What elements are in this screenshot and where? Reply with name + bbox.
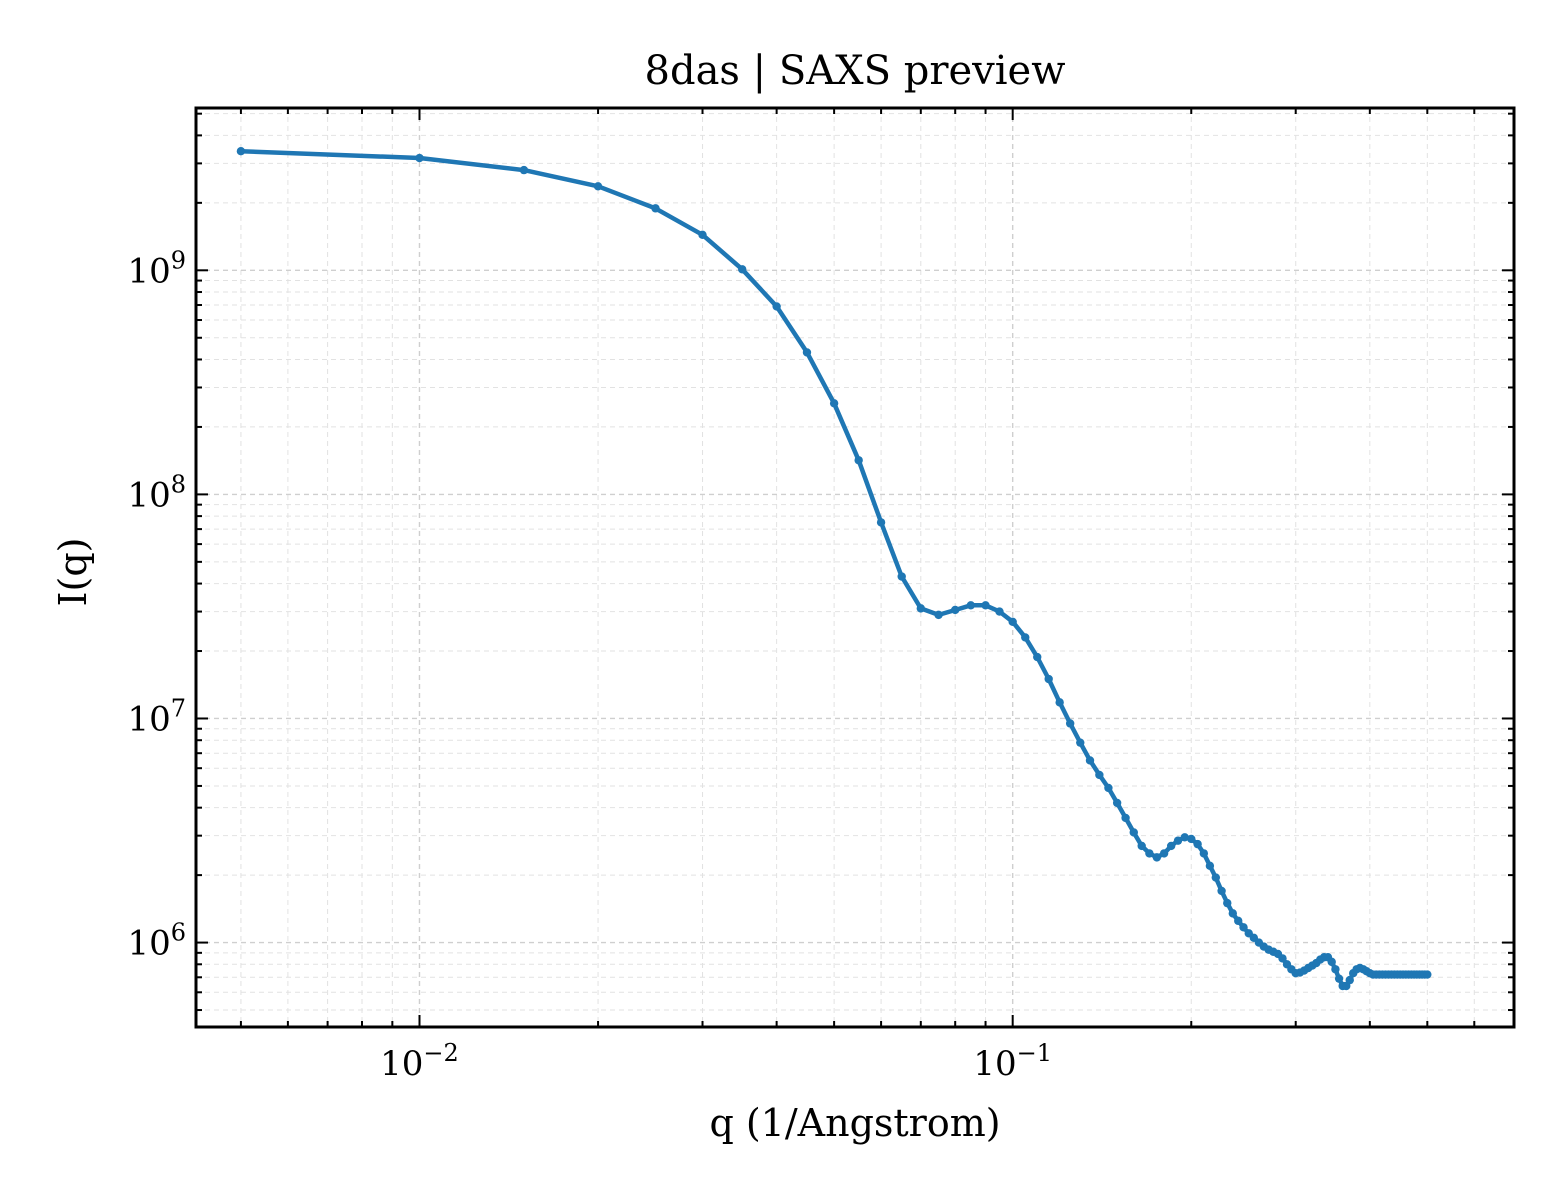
data-point [1331, 965, 1340, 974]
data-point [1085, 756, 1095, 765]
data-point [854, 456, 863, 465]
data-point [876, 518, 886, 527]
data-series [236, 147, 1432, 991]
data-point [772, 302, 781, 311]
data-point [1152, 853, 1162, 862]
data-point [1145, 849, 1154, 858]
data-point [1234, 916, 1243, 926]
x-tick-label: 10−1 [973, 1039, 1052, 1084]
data-point [1112, 798, 1122, 808]
data-point [1211, 873, 1221, 882]
data-point [1137, 841, 1146, 851]
x-tick-label: 10−2 [380, 1039, 459, 1084]
data-point [1021, 633, 1030, 642]
y-tick-label: 106 [127, 919, 186, 964]
data-point [1423, 970, 1432, 979]
data-point [1278, 954, 1287, 963]
data-point [1239, 923, 1248, 932]
data-point [1076, 738, 1085, 747]
data-point [1217, 886, 1226, 896]
data-point [1228, 909, 1238, 918]
data-point [1033, 652, 1042, 662]
data-point [951, 605, 960, 615]
data-point [1223, 898, 1232, 908]
data-point [934, 610, 943, 620]
data-point [1199, 849, 1209, 858]
data-point [1205, 861, 1215, 871]
chart-title: 8das | SAXS preview [645, 48, 1066, 94]
data-point [1187, 834, 1196, 844]
data-point [1095, 770, 1104, 780]
data-point [1166, 841, 1176, 851]
grid [196, 108, 1514, 1027]
x-axis-label: q (1/Angstrom) [709, 1101, 1000, 1145]
data-point [1334, 974, 1344, 983]
y-tick-label: 107 [127, 694, 186, 739]
data-point [1055, 698, 1064, 707]
data-point [916, 604, 926, 613]
y-axis-label: I(q) [51, 538, 95, 607]
data-point [995, 607, 1004, 616]
data-point [802, 348, 812, 357]
data-point [593, 182, 603, 191]
data-point [1121, 813, 1130, 823]
data-point [829, 399, 839, 408]
y-tick-label: 108 [127, 470, 186, 515]
data-point [897, 572, 906, 581]
data-point [1044, 674, 1053, 684]
data-point [1159, 849, 1169, 858]
data-point [415, 153, 424, 163]
y-tick-label: 109 [127, 246, 186, 291]
data-point [236, 147, 246, 156]
data-point [1193, 839, 1202, 849]
data-point [1180, 833, 1189, 842]
data-point [1327, 957, 1336, 967]
plot-frame [194, 106, 1516, 1029]
data-point [1008, 617, 1017, 627]
data-point [966, 601, 976, 610]
data-point [651, 204, 660, 213]
data-point [1173, 836, 1183, 845]
data-point [519, 165, 529, 175]
data-point [1345, 975, 1354, 985]
data-point [698, 230, 707, 240]
data-point [738, 265, 747, 274]
data-point [1104, 783, 1113, 793]
data-point [981, 601, 990, 610]
data-point [1129, 828, 1138, 837]
data-point [1065, 719, 1075, 728]
